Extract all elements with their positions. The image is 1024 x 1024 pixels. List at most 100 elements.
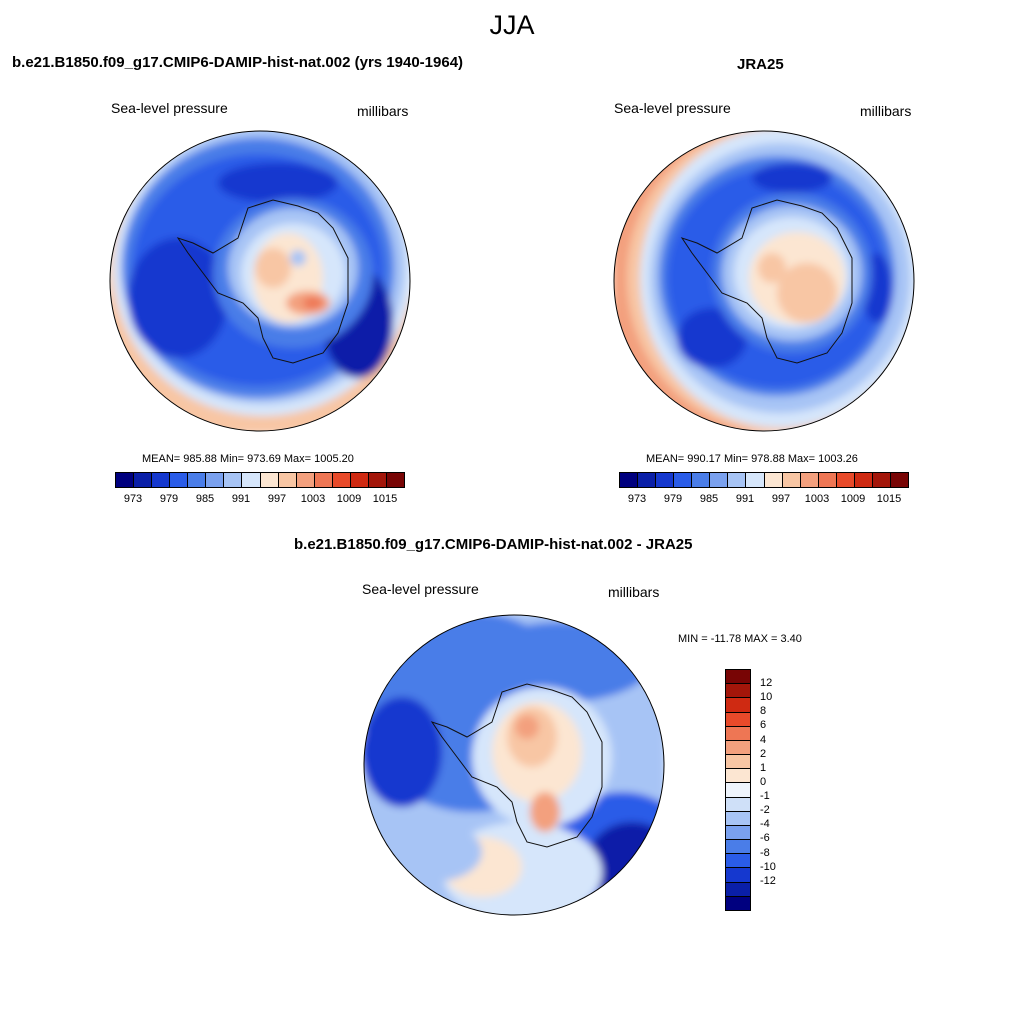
colorbar-tick-label: 6 <box>760 719 767 732</box>
panel2-map <box>613 130 915 432</box>
colorbar-tick-label: 973 <box>627 493 647 505</box>
colorbar-tick-label: 1 <box>760 761 767 774</box>
colorbar-tick-label: 1015 <box>876 493 902 505</box>
colorbar-swatch <box>726 684 750 699</box>
colorbar-tick-label: 10 <box>760 691 773 704</box>
colorbar-swatch <box>260 473 279 487</box>
panel1-coastline <box>176 199 349 364</box>
panel1-units-label: millibars <box>357 103 409 119</box>
colorbar-swatch <box>368 473 387 487</box>
colorbar-tick-label: 2 <box>760 747 767 760</box>
colorbar-swatch <box>764 473 783 487</box>
colorbar-swatch <box>726 698 750 713</box>
colorbar-swatch <box>728 473 747 487</box>
panel2-units-label: millibars <box>860 103 912 119</box>
colorbar-swatch <box>726 868 750 883</box>
colorbar-swatch <box>278 473 297 487</box>
colorbar-swatch <box>350 473 369 487</box>
colorbar-swatch <box>224 473 243 487</box>
colorbar-swatch <box>386 473 404 487</box>
panel1-variable-label: Sea-level pressure <box>111 100 228 116</box>
colorbar-swatch <box>710 473 729 487</box>
colorbar-swatch <box>726 854 750 869</box>
colorbar-swatch <box>332 473 351 487</box>
colorbar-swatch <box>638 473 657 487</box>
colorbar-swatch <box>836 473 855 487</box>
colorbar-swatch <box>854 473 873 487</box>
panel3-stats: MIN = -11.78 MAX = 3.40 <box>678 633 802 645</box>
colorbar-tick-label: 979 <box>159 493 179 505</box>
colorbar-tick-label: -8 <box>760 846 770 859</box>
panel2-variable-label: Sea-level pressure <box>614 100 731 116</box>
panel1-stats: MEAN= 985.88 Min= 973.69 Max= 1005.20 <box>142 453 354 465</box>
colorbar-swatch <box>170 473 189 487</box>
colorbar-swatch <box>726 783 750 798</box>
colorbar-swatch <box>314 473 333 487</box>
colorbar-tick-label: 0 <box>760 775 767 788</box>
colorbar-swatch <box>726 882 750 897</box>
colorbar-tick-label: 985 <box>699 493 719 505</box>
colorbar-tick-label: 1015 <box>372 493 398 505</box>
colorbar-tick-label: 997 <box>267 493 287 505</box>
colorbar-swatch <box>726 740 750 756</box>
colorbar-tick-label: 991 <box>735 493 755 505</box>
panel3-colorbar-ticks: 12 10 8 6 4 2 1 0 -1 -2 -4 -6 -8 -10 -12 <box>760 669 800 909</box>
figure-title: JJA <box>489 10 535 40</box>
colorbar-swatch <box>726 797 750 812</box>
colorbar-swatch <box>726 896 750 910</box>
colorbar-swatch <box>296 473 315 487</box>
panel3-map <box>363 614 665 916</box>
colorbar-swatch <box>726 712 750 727</box>
colorbar-swatch <box>134 473 153 487</box>
colorbar-tick-label: -10 <box>760 860 776 873</box>
colorbar-swatch <box>674 473 693 487</box>
colorbar-swatch <box>800 473 819 487</box>
panel3-units-label: millibars <box>608 584 660 600</box>
panel3-colorbar <box>725 669 751 911</box>
panel2-title: JRA25 <box>737 56 784 73</box>
panel2-colorbar <box>619 472 909 488</box>
colorbar-swatch <box>152 473 171 487</box>
colorbar-tick-label: 985 <box>195 493 215 505</box>
colorbar-tick-label: 1003 <box>804 493 830 505</box>
colorbar-tick-label: 1009 <box>840 493 866 505</box>
panel3-coastline <box>430 683 603 848</box>
panel3-title: b.e21.B1850.f09_g17.CMIP6-DAMIP-hist-nat… <box>294 536 693 553</box>
colorbar-swatch <box>746 473 765 487</box>
colorbar-tick-label: 997 <box>771 493 791 505</box>
colorbar-swatch <box>620 473 639 487</box>
panel1-map <box>109 130 411 432</box>
colorbar-swatch <box>726 726 750 741</box>
colorbar-swatch <box>726 769 750 784</box>
panel3-variable-label: Sea-level pressure <box>362 581 479 597</box>
colorbar-tick-label: 12 <box>760 677 773 690</box>
colorbar-swatch <box>116 473 135 487</box>
colorbar-swatch <box>726 825 750 841</box>
colorbar-swatch <box>656 473 675 487</box>
colorbar-swatch <box>782 473 801 487</box>
colorbar-tick-label: 979 <box>663 493 683 505</box>
panel2-stats: MEAN= 990.17 Min= 978.88 Max= 1003.26 <box>646 453 858 465</box>
panel1-colorbar <box>115 472 405 488</box>
colorbar-tick-label: 973 <box>123 493 143 505</box>
colorbar-swatch <box>206 473 225 487</box>
colorbar-tick-label: 991 <box>231 493 251 505</box>
panel2-coastline <box>680 199 853 364</box>
panel1-title: b.e21.B1850.f09_g17.CMIP6-DAMIP-hist-nat… <box>12 54 464 71</box>
colorbar-swatch <box>188 473 207 487</box>
colorbar-tick-label: 1009 <box>336 493 362 505</box>
panel1-colorbar-ticks: 973 979 985 991 997 1003 1009 1015 <box>115 493 403 507</box>
colorbar-tick-label: -2 <box>760 804 770 817</box>
colorbar-swatch <box>890 473 908 487</box>
colorbar-tick-label: 8 <box>760 705 767 718</box>
colorbar-tick-label: 4 <box>760 733 767 746</box>
colorbar-swatch <box>726 840 750 855</box>
colorbar-swatch <box>872 473 891 487</box>
colorbar-tick-label: 1003 <box>300 493 326 505</box>
colorbar-swatch <box>818 473 837 487</box>
colorbar-tick-label: -6 <box>760 832 770 845</box>
colorbar-swatch <box>726 670 750 685</box>
colorbar-swatch <box>726 811 750 826</box>
colorbar-tick-label: -4 <box>760 818 770 831</box>
colorbar-tick-label: -12 <box>760 874 776 887</box>
